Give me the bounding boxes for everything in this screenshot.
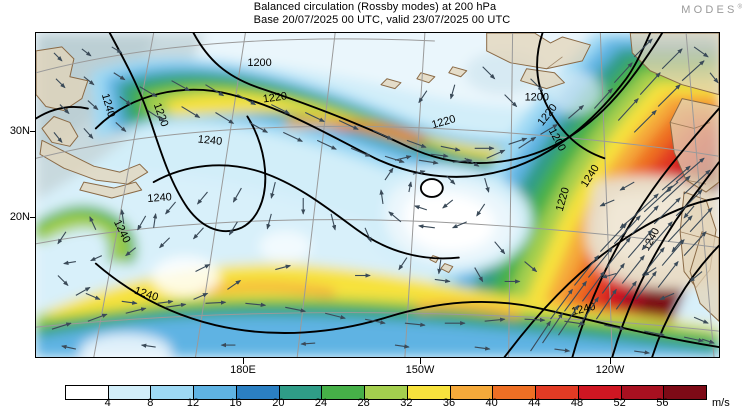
colorbar-tick-24: 24 <box>314 397 328 409</box>
colorbar-tick-56: 56 <box>656 397 669 409</box>
modes-logo: MODES® <box>681 4 742 16</box>
contour-label-1240-b: 1240 <box>197 133 223 147</box>
colorbar-band-11 <box>536 386 579 399</box>
registered-mark-icon: ® <box>737 4 742 11</box>
map-panel[interactable]: 1200 1200 1200 1220 1220 1220 1220 1220 … <box>35 32 720 358</box>
colorbar-tick-44: 44 <box>528 397 541 409</box>
colorbar-band-10 <box>493 386 537 399</box>
colorbar-band-8 <box>407 386 451 399</box>
wind-vector-arrows <box>51 38 719 355</box>
colorbar-band-4 <box>236 386 280 399</box>
y-axis-tick-30n <box>30 131 36 133</box>
colorbar-tick-12: 12 <box>186 397 200 409</box>
y-axis-tick-20n <box>30 217 36 219</box>
colorbar-band-1 <box>108 386 152 399</box>
contour-label-1200: 1200 <box>247 57 271 69</box>
colorbar-tick-labels: 4 8 12 16 20 24 28 32 36 40 44 48 52 56 <box>65 397 705 409</box>
contour-label-1240-c: 1240 <box>147 191 172 205</box>
height-contours <box>36 33 719 357</box>
contour-label-1220-b: 1220 <box>262 90 288 105</box>
colorbar-tick-28: 28 <box>357 397 370 409</box>
colorbar-band-6 <box>322 386 366 399</box>
wind-speed-shading <box>36 33 719 357</box>
colorbar-band-12 <box>578 386 622 399</box>
colorbar-tick-16: 16 <box>229 397 242 409</box>
x-axis-tick-150w <box>420 358 422 364</box>
colorbar-tick-4: 4 <box>104 397 111 409</box>
colorbar-unit-label: m/s <box>712 397 730 409</box>
x-axis-label-180e: 180E <box>230 364 256 376</box>
colorbar-tick-20: 20 <box>272 397 285 409</box>
colorbar-tick-48: 48 <box>570 397 584 409</box>
colorbar-band-14 <box>664 386 707 399</box>
colorbar-tick-40: 40 <box>485 397 498 409</box>
y-axis-label-20n: 20N <box>9 211 30 223</box>
graticule-grid <box>36 33 719 357</box>
colorbar-tick-52: 52 <box>613 397 626 409</box>
modes-logo-text: MODES <box>681 4 738 16</box>
colorbar-tick-32: 32 <box>400 397 413 409</box>
colorbar-band-9 <box>450 386 494 399</box>
x-axis-label-150w: 150W <box>405 364 435 376</box>
y-axis-label-30n: 30N <box>9 125 30 137</box>
colorbar-tick-8: 8 <box>147 397 154 409</box>
colorbar-band-2 <box>151 386 195 399</box>
chart-subtitle: Base 20/07/2025 00 UTC, valid 23/07/2025… <box>253 14 511 26</box>
colorbar-band-3 <box>194 386 237 399</box>
page-title: Balanced circulation (Rossby modes) at 2… <box>253 1 497 13</box>
colorbar-band-5 <box>279 386 323 399</box>
contour-label-1200-b: 1200 <box>525 92 549 104</box>
colorbar-band-0 <box>66 386 109 399</box>
x-axis-tick-120w <box>610 358 612 364</box>
chart-title-block: Balanced circulation (Rossby modes) at 2… <box>0 1 750 27</box>
x-axis-tick-180e <box>243 358 245 364</box>
colorbar <box>65 385 707 400</box>
x-axis-label-120w: 120W <box>595 364 625 376</box>
colorbar-band-13 <box>621 386 665 399</box>
colorbar-tick-36: 36 <box>442 397 456 409</box>
colorbar-band-7 <box>365 386 408 399</box>
